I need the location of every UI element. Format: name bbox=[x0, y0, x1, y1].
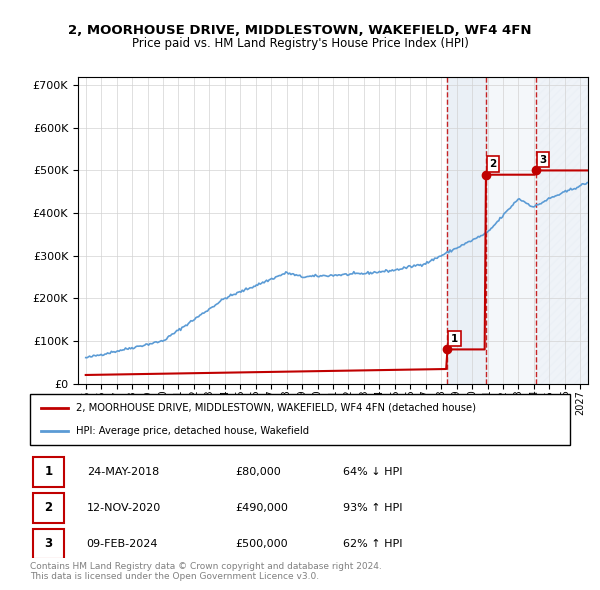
FancyBboxPatch shape bbox=[33, 529, 64, 559]
Text: Price paid vs. HM Land Registry's House Price Index (HPI): Price paid vs. HM Land Registry's House … bbox=[131, 37, 469, 50]
FancyBboxPatch shape bbox=[30, 394, 570, 445]
Text: 3: 3 bbox=[44, 537, 52, 550]
Text: 62% ↑ HPI: 62% ↑ HPI bbox=[343, 539, 403, 549]
Bar bbox=[447, 77, 485, 384]
Text: 93% ↑ HPI: 93% ↑ HPI bbox=[343, 503, 403, 513]
Text: 64% ↓ HPI: 64% ↓ HPI bbox=[343, 467, 403, 477]
Bar bbox=[536, 77, 588, 384]
Text: 2, MOORHOUSE DRIVE, MIDDLESTOWN, WAKEFIELD, WF4 4FN: 2, MOORHOUSE DRIVE, MIDDLESTOWN, WAKEFIE… bbox=[68, 24, 532, 37]
FancyBboxPatch shape bbox=[33, 457, 64, 487]
Text: Contains HM Land Registry data © Crown copyright and database right 2024.
This d: Contains HM Land Registry data © Crown c… bbox=[30, 562, 382, 581]
Text: 3: 3 bbox=[539, 155, 547, 165]
Text: 1: 1 bbox=[451, 334, 458, 344]
Text: 1: 1 bbox=[44, 466, 52, 478]
Text: 24-MAY-2018: 24-MAY-2018 bbox=[86, 467, 159, 477]
Text: 12-NOV-2020: 12-NOV-2020 bbox=[86, 503, 161, 513]
Text: 09-FEB-2024: 09-FEB-2024 bbox=[86, 539, 158, 549]
FancyBboxPatch shape bbox=[33, 493, 64, 523]
Text: £490,000: £490,000 bbox=[235, 503, 288, 513]
Text: 2, MOORHOUSE DRIVE, MIDDLESTOWN, WAKEFIELD, WF4 4FN (detached house): 2, MOORHOUSE DRIVE, MIDDLESTOWN, WAKEFIE… bbox=[76, 402, 476, 412]
Text: £80,000: £80,000 bbox=[235, 467, 281, 477]
Text: £500,000: £500,000 bbox=[235, 539, 288, 549]
Text: 2: 2 bbox=[490, 159, 497, 169]
Text: 2: 2 bbox=[44, 502, 52, 514]
Bar bbox=[485, 77, 588, 384]
Text: HPI: Average price, detached house, Wakefield: HPI: Average price, detached house, Wake… bbox=[76, 427, 309, 437]
